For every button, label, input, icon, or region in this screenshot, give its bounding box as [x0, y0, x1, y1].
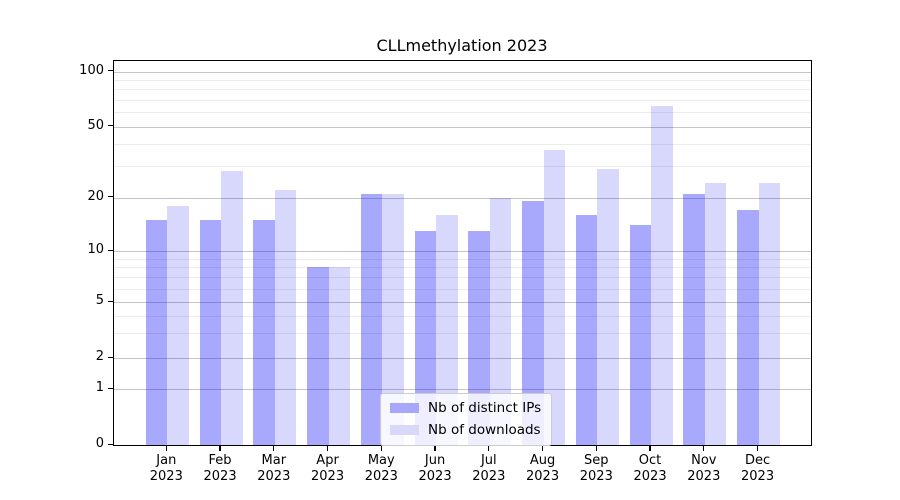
minor-gridline: [114, 166, 811, 168]
legend-entry-distinct-ips: Nb of distinct IPs: [390, 400, 541, 416]
x-tick-mark: [488, 445, 490, 451]
y-tick-label: 100: [79, 62, 104, 78]
x-tick-mark: [703, 445, 705, 451]
minor-gridline: [114, 99, 811, 101]
x-tick-label: Mar 2023: [257, 453, 291, 484]
y-tick-label: 50: [87, 117, 104, 133]
legend-swatch-distinct-ips: [390, 403, 419, 413]
y-tick-mark: [108, 356, 114, 358]
bar-distinct-ips: [737, 210, 759, 445]
bar-downloads: [489, 197, 512, 445]
bar-distinct-ips: [575, 214, 598, 445]
major-gridline: [114, 389, 811, 390]
x-tick-label: Feb 2023: [203, 453, 237, 484]
minor-gridline: [114, 258, 811, 260]
x-tick-label: Aug 2023: [526, 453, 560, 484]
bar-downloads: [758, 183, 781, 445]
minor-gridline: [114, 288, 811, 290]
bar-distinct-ips: [629, 225, 652, 445]
x-tick-mark: [326, 445, 329, 451]
minor-gridline: [114, 112, 811, 114]
y-tick-label: 0: [95, 436, 104, 451]
bar-distinct-ips: [683, 193, 705, 445]
major-gridline: [114, 71, 811, 73]
legend-label-downloads: Nb of downloads: [428, 422, 541, 438]
bar-distinct-ips: [522, 201, 544, 445]
bar-distinct-ips: [253, 219, 275, 445]
bar-downloads: [274, 190, 297, 445]
minor-gridline: [114, 267, 811, 269]
y-tick-mark: [108, 300, 114, 302]
x-tick-mark: [380, 445, 382, 451]
minor-gridline: [114, 143, 811, 145]
bar-downloads: [221, 171, 243, 445]
minor-gridline: [114, 315, 811, 317]
minor-gridline: [114, 277, 811, 279]
x-tick-mark: [756, 445, 759, 451]
major-gridline: [114, 251, 811, 252]
y-tick-label: 5: [95, 293, 104, 308]
bar-downloads: [651, 105, 673, 445]
y-tick-label: 10: [87, 242, 104, 257]
x-tick-mark: [273, 445, 275, 451]
x-tick-mark: [595, 445, 597, 451]
major-gridline: [114, 358, 811, 359]
major-gridline: [114, 126, 811, 128]
y-tick-mark: [108, 387, 114, 389]
x-tick-label: Nov 2023: [687, 453, 721, 484]
plot-area: Nb of distinct IPs Nb of downloads: [113, 60, 812, 446]
x-tick-mark: [165, 445, 167, 451]
bar-downloads: [328, 267, 351, 445]
bar-distinct-ips: [199, 219, 222, 445]
bar-downloads: [382, 193, 404, 445]
y-tick-label: 2: [95, 349, 104, 364]
chart-title: CLLmethylation 2023: [376, 36, 548, 55]
bar-distinct-ips: [468, 230, 490, 445]
x-tick-label: Sep 2023: [579, 453, 613, 484]
minor-gridline: [114, 89, 811, 91]
minor-gridline: [114, 333, 811, 335]
legend-label-distinct-ips: Nb of distinct IPs: [428, 400, 542, 416]
x-tick-label: Jan 2023: [149, 453, 183, 484]
x-tick-mark: [219, 445, 221, 451]
x-tick-mark: [541, 445, 544, 451]
x-tick-mark: [434, 445, 436, 451]
bar-downloads: [597, 168, 619, 445]
y-tick-label: 1: [95, 380, 104, 395]
x-tick-label: Apr 2023: [311, 453, 345, 484]
y-tick-mark: [108, 249, 114, 251]
bar-distinct-ips: [307, 267, 329, 445]
y-tick-mark: [108, 125, 114, 127]
bar-downloads: [543, 149, 566, 445]
x-tick-label: Dec 2023: [741, 453, 775, 484]
x-tick-label: Oct 2023: [633, 453, 667, 484]
bar-distinct-ips: [360, 193, 383, 445]
x-tick-label: Jul 2023: [472, 453, 506, 484]
major-gridline: [114, 302, 811, 303]
bar-downloads: [704, 183, 727, 445]
x-tick-label: Jun 2023: [418, 453, 452, 484]
y-tick-mark: [108, 70, 114, 72]
legend: Nb of distinct IPs Nb of downloads: [380, 393, 553, 446]
bar-downloads: [167, 205, 189, 445]
bar-distinct-ips: [145, 219, 168, 445]
y-tick-mark: [108, 196, 114, 198]
legend-entry-downloads: Nb of downloads: [390, 422, 541, 438]
major-gridline: [114, 197, 811, 199]
x-tick-mark: [649, 445, 651, 451]
legend-swatch-downloads: [390, 425, 419, 435]
bar-downloads: [436, 214, 458, 445]
x-tick-label: May 2023: [364, 453, 398, 484]
bar-distinct-ips: [414, 230, 437, 445]
y-tick-label: 20: [87, 188, 104, 204]
y-tick-mark: [108, 443, 114, 445]
minor-gridline: [114, 79, 811, 81]
